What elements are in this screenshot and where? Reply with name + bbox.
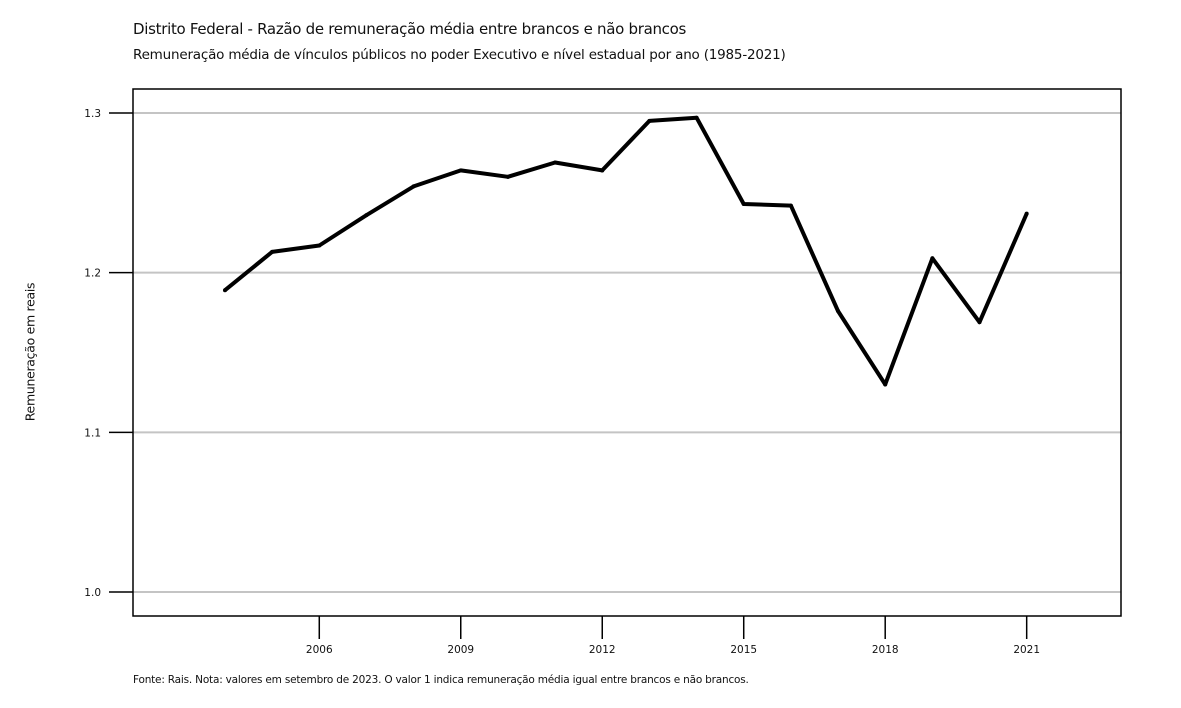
data-point-2004 <box>222 288 227 293</box>
x-tick-label-2: 2012 <box>589 644 616 656</box>
data-point-2018 <box>883 382 888 387</box>
data-point-2011 <box>553 160 558 165</box>
data-point-2019 <box>930 256 935 261</box>
plot-frame <box>132 88 1122 617</box>
series-line-0 <box>223 115 1029 387</box>
x-tick-label-5: 2021 <box>1013 644 1040 656</box>
data-point-2005 <box>270 249 275 254</box>
y-tick-label-1: 1.1 <box>84 427 101 439</box>
y-tick-label-2: 1.2 <box>84 268 101 280</box>
data-point-2012 <box>600 168 605 173</box>
data-point-2020 <box>977 320 982 325</box>
x-tick-label-1: 2009 <box>447 644 474 656</box>
series-layer <box>222 115 1029 387</box>
x-tick-label-4: 2018 <box>872 644 899 656</box>
source-note: Fonte: Rais. Nota: valores em setembro d… <box>133 674 749 686</box>
data-point-2009 <box>458 168 463 173</box>
x-tick-label-3: 2015 <box>730 644 757 656</box>
y-tick-label-0: 1.0 <box>84 587 101 599</box>
y-axis: 1.0 1.1 1.2 1.3 <box>84 108 133 599</box>
y-tick-label-3: 1.3 <box>84 108 101 120</box>
data-point-2014 <box>694 115 699 120</box>
data-point-2007 <box>364 213 369 218</box>
data-point-2008 <box>411 184 416 189</box>
data-point-2021 <box>1024 211 1029 216</box>
x-axis: 2006 2009 2012 2015 2018 2021 <box>306 616 1040 656</box>
data-point-2010 <box>505 174 510 179</box>
data-point-2016 <box>788 203 793 208</box>
chart-subtitle: Remuneração média de vínculos públicos n… <box>133 47 786 63</box>
data-point-2013 <box>647 118 652 123</box>
chart-title: Distrito Federal - Razão de remuneração … <box>133 20 687 38</box>
x-tick-label-0: 2006 <box>306 644 333 656</box>
data-point-2017 <box>836 308 841 313</box>
gridlines <box>133 111 1121 594</box>
data-point-2006 <box>317 243 322 248</box>
data-point-2015 <box>741 201 746 206</box>
